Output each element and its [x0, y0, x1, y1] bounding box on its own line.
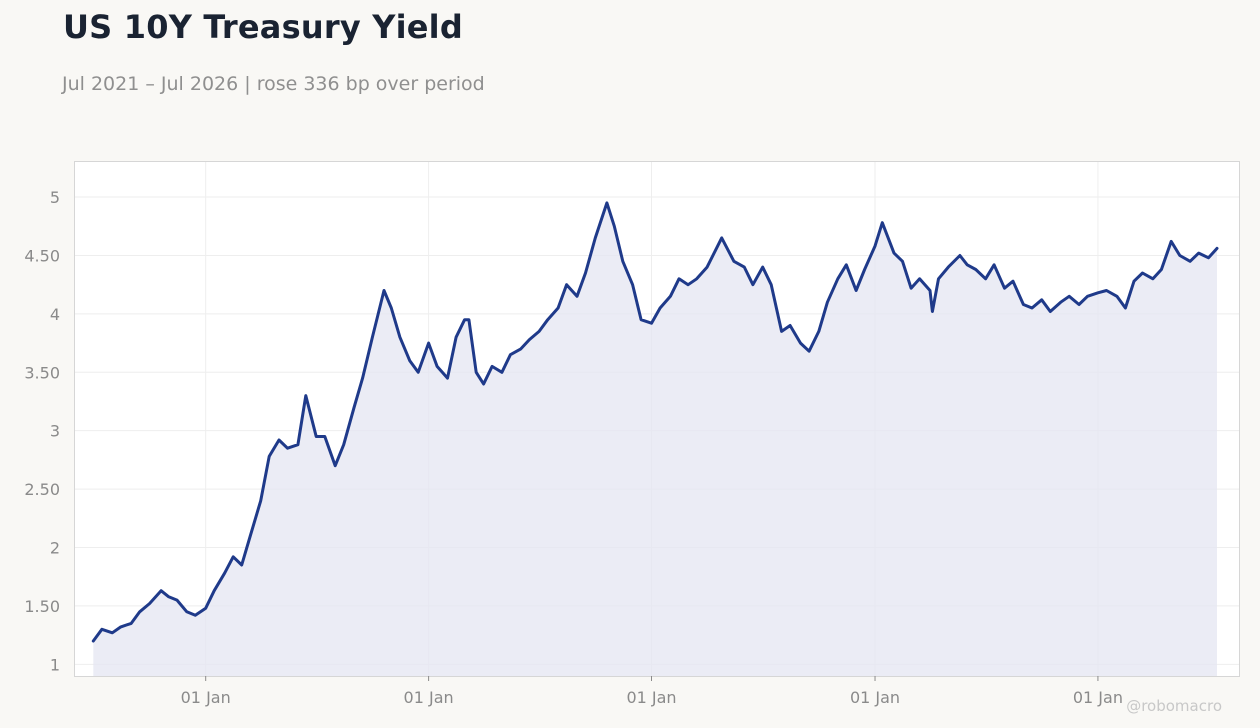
y-tick-label: 3.50 — [24, 363, 60, 382]
y-axis-ticks: 1 1.50 2 2.50 3 3.50 4 4.50 5 — [24, 188, 60, 674]
chart-title: US 10Y Treasury Yield — [63, 8, 463, 46]
y-tick-label: 1.50 — [24, 597, 60, 616]
x-tick-label: 01 Jan — [626, 688, 676, 707]
x-tick-label: 01 Jan — [1073, 688, 1123, 707]
x-tick-label: 01 Jan — [404, 688, 454, 707]
x-axis-ticks: 01 Jan 01 Jan 01 Jan 01 Jan 01 Jan — [181, 676, 1123, 707]
y-tick-label: 4.50 — [24, 246, 60, 265]
y-tick-label: 3 — [50, 422, 60, 441]
watermark: @robomacro — [1126, 697, 1222, 715]
chart-subtitle: Jul 2021 – Jul 2026 | rose 336 bp over p… — [62, 73, 485, 95]
x-tick-label: 01 Jan — [850, 688, 900, 707]
x-tick-label: 01 Jan — [181, 688, 231, 707]
y-tick-label: 5 — [50, 188, 60, 207]
y-tick-label: 2.50 — [24, 480, 60, 499]
y-tick-label: 1 — [50, 655, 60, 674]
y-tick-label: 4 — [50, 305, 60, 324]
y-tick-label: 2 — [50, 539, 60, 558]
yield-line — [91, 201, 1219, 643]
area-fill — [93, 202, 1217, 676]
